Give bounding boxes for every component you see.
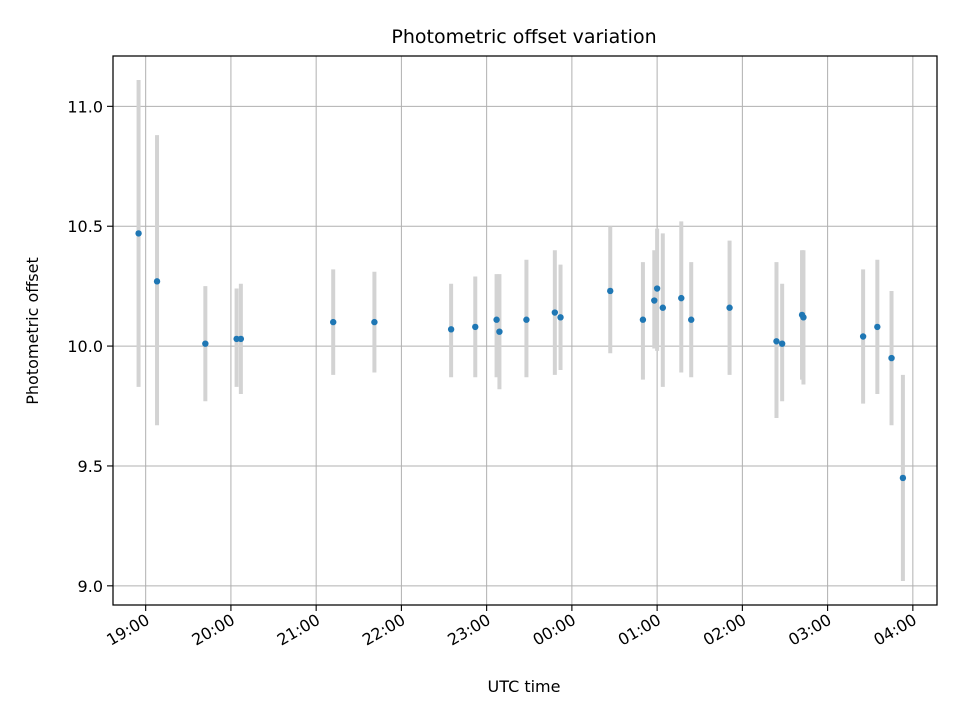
data-point [557, 314, 564, 321]
y-tick-label: 10.0 [67, 337, 103, 356]
data-point [688, 316, 695, 323]
data-point [371, 318, 378, 326]
data-point [523, 316, 530, 323]
data-point [773, 338, 780, 345]
data-point [330, 318, 337, 326]
x-axis-label: UTC time [488, 677, 561, 696]
data-point [237, 335, 245, 343]
y-tick-label: 10.5 [67, 217, 103, 236]
data-point [202, 340, 209, 347]
data-point [651, 297, 658, 304]
data-point [153, 278, 161, 285]
y-tick-label: 11.0 [67, 97, 103, 116]
data-point [496, 328, 503, 335]
data-point [551, 309, 559, 316]
data-point [859, 333, 867, 340]
data-point [607, 287, 614, 295]
data-point [778, 340, 786, 347]
data-point [800, 314, 807, 321]
data-point [447, 326, 455, 333]
chart-title: Photometric offset variation [391, 26, 656, 48]
y-tick-label: 9.0 [78, 577, 103, 596]
data-point [726, 304, 733, 311]
data-points [135, 230, 907, 482]
y-axis-label: Photometric offset [23, 257, 42, 405]
grid-lines [113, 56, 937, 605]
data-point [888, 354, 895, 362]
data-point [135, 230, 142, 237]
data-point [472, 323, 479, 331]
data-point [899, 474, 907, 482]
data-point [678, 294, 685, 302]
data-point [653, 285, 661, 292]
data-point [659, 304, 667, 311]
data-point [639, 316, 647, 323]
y-tick-label: 9.5 [78, 457, 103, 476]
data-point [874, 323, 881, 331]
data-point [493, 316, 500, 323]
plot-frame [112, 55, 938, 606]
